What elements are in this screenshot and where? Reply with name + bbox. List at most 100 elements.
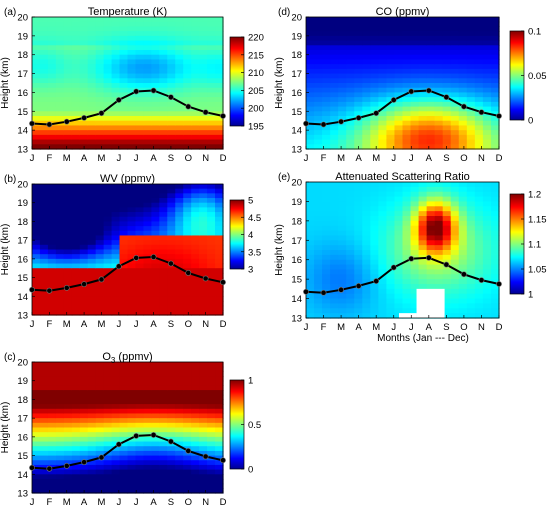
- y-tick-label: 14: [291, 126, 302, 137]
- heatmap-cell: [386, 308, 396, 314]
- heatmap-cell: [466, 111, 476, 117]
- heatmap-cell: [39, 272, 49, 279]
- heatmap-cell: [466, 134, 476, 141]
- heatmap-cell: [55, 226, 65, 232]
- heatmap-cell: [362, 68, 371, 75]
- heatmap-cell: [47, 244, 57, 251]
- heatmap-cell: [95, 300, 105, 307]
- y-tick-label: 16: [17, 88, 28, 99]
- heatmap-cell: [354, 139, 363, 145]
- heatmap-cell: [39, 469, 49, 475]
- heatmap-cell: [482, 182, 492, 188]
- heatmap-cell: [346, 125, 355, 131]
- heatmap-cell: [434, 68, 444, 75]
- heatmap-cell: [63, 144, 73, 150]
- heatmap-cell: [111, 432, 121, 438]
- heatmap-cell: [103, 139, 113, 145]
- heatmap-cell: [199, 31, 208, 37]
- heatmap-cell: [466, 259, 476, 266]
- heatmap-cell: [450, 92, 460, 98]
- heatmap-cell: [450, 191, 460, 198]
- heatmap-cell: [402, 134, 412, 141]
- x-tick-label: O: [460, 322, 467, 333]
- heatmap-cell: [402, 220, 412, 227]
- heatmap-cell: [490, 211, 500, 217]
- heatmap-cell: [159, 184, 168, 190]
- heatmap-cell: [330, 45, 339, 51]
- heatmap-cell: [410, 59, 420, 65]
- heatmap-cell: [63, 300, 73, 307]
- heatmap-cell: [418, 245, 428, 251]
- heatmap-cell: [394, 26, 404, 32]
- heatmap-cell: [95, 258, 105, 265]
- heatmap-cell: [450, 245, 460, 251]
- heatmap-cell: [474, 144, 484, 150]
- heatmap-cell: [175, 291, 184, 297]
- heatmap-cell: [207, 130, 216, 136]
- heatmap-cell: [95, 144, 105, 150]
- heatmap-cell: [338, 68, 347, 75]
- heatmap-cell: [215, 464, 224, 471]
- heatmap-cell: [191, 17, 200, 23]
- heatmap-cell: [330, 68, 339, 75]
- heatmap-cell: [346, 40, 355, 46]
- heatmap-cell: [362, 186, 371, 193]
- heatmap-cell: [111, 40, 121, 46]
- heatmap-cell: [199, 78, 208, 84]
- heatmap-cell: [87, 101, 97, 108]
- heatmap-cell: [79, 83, 89, 89]
- heatmap-cell: [143, 188, 152, 194]
- heatmap-cell: [410, 245, 420, 251]
- heatmap-cell: [442, 144, 452, 150]
- heatmap-cell: [394, 144, 404, 150]
- heatmap-cell: [215, 427, 224, 433]
- heatmap-cell: [191, 59, 200, 65]
- heatmap-cell: [199, 216, 208, 223]
- heatmap-cell: [410, 201, 420, 207]
- heatmap-cell: [135, 193, 145, 199]
- heatmap-cell: [32, 240, 41, 246]
- heatmap-cell: [183, 296, 192, 302]
- heatmap-cell: [151, 45, 160, 51]
- heatmap-cell: [370, 308, 379, 314]
- heatmap-cell: [191, 394, 200, 401]
- heatmap-cell: [127, 418, 137, 424]
- y-tick-label: 19: [291, 197, 302, 208]
- heatmap-cell: [167, 50, 176, 56]
- heatmap-cell: [191, 291, 200, 297]
- heatmap-cell: [426, 92, 436, 98]
- heatmap-cell: [306, 130, 315, 136]
- heatmap-cell: [151, 474, 160, 480]
- heatmap-cell: [354, 269, 363, 275]
- heatmap-cell: [215, 134, 224, 141]
- heatmap-cell: [191, 144, 200, 150]
- heatmap-cell: [426, 68, 436, 75]
- heatmap-cell: [199, 35, 208, 42]
- heatmap-cell: [183, 202, 192, 208]
- heatmap-cell: [426, 139, 436, 145]
- x-tick-label: S: [168, 153, 174, 164]
- heatmap-cell: [143, 92, 152, 98]
- heatmap-cell: [111, 408, 121, 415]
- heatmap-cell: [199, 380, 208, 386]
- heatmap-cell: [354, 87, 363, 94]
- heatmap-cell: [103, 404, 113, 410]
- heatmap-cell: [55, 282, 65, 288]
- heatmap-cell: [183, 230, 192, 237]
- heatmap-cell: [143, 184, 152, 190]
- heatmap-cell: [47, 450, 57, 457]
- heatmap-cell: [442, 40, 452, 46]
- heatmap-cell: [135, 268, 145, 274]
- heatmap-cell: [39, 17, 49, 23]
- heatmap-cell: [482, 83, 492, 89]
- heatmap-cell: [143, 371, 152, 377]
- heatmap-cell: [159, 198, 168, 204]
- heatmap-cell: [55, 413, 65, 419]
- heatmap-cell: [346, 97, 355, 103]
- heatmap-cell: [434, 50, 444, 56]
- heatmap-cell: [338, 45, 347, 51]
- heatmap-cell: [175, 216, 184, 223]
- heatmap-cell: [159, 488, 168, 494]
- heatmap-cell: [386, 120, 396, 127]
